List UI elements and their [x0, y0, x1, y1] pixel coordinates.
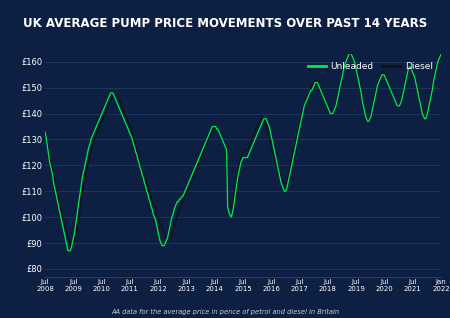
- Text: AA data for the average price in pence of petrol and diesel in Britain: AA data for the average price in pence o…: [111, 309, 339, 315]
- Text: UK AVERAGE PUMP PRICE MOVEMENTS OVER PAST 14 YEARS: UK AVERAGE PUMP PRICE MOVEMENTS OVER PAS…: [23, 17, 427, 30]
- Legend: Unleaded, Diesel: Unleaded, Diesel: [304, 59, 436, 75]
